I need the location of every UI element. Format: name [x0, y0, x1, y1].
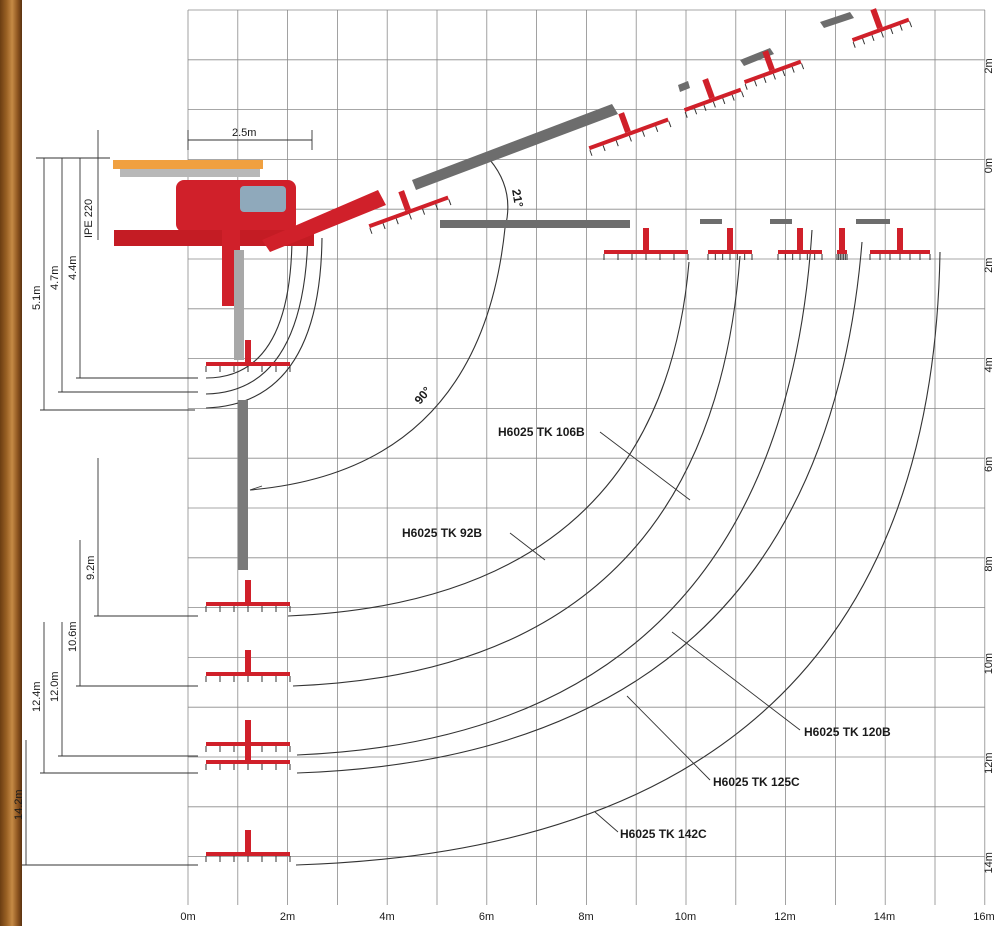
depth-label-4: 9.2m — [85, 556, 97, 580]
rake-head — [707, 228, 753, 260]
x-tick-label: 16m — [973, 911, 994, 923]
arc-125c — [296, 241, 863, 774]
y-tick-label: 14m — [983, 852, 995, 873]
grey-column — [238, 400, 248, 570]
depth-label-5: 10.6m — [67, 621, 79, 652]
depth-label-6: 12.4m — [31, 681, 43, 712]
y-tick-label: 2m — [983, 58, 995, 73]
x-tick-label: 14m — [874, 911, 895, 923]
rake-head — [205, 580, 291, 612]
orange-beam — [113, 160, 263, 169]
crane-machine — [113, 160, 386, 570]
rake-head — [836, 228, 848, 260]
angle-90-label: 90° — [412, 384, 435, 407]
rake-head-tilted — [683, 78, 745, 118]
depth-label-3: 4.4m — [67, 256, 79, 280]
y-tick-label: 8m — [983, 556, 995, 571]
rake-head — [205, 340, 291, 372]
model-92b-label: H6025 TK 92B — [402, 526, 482, 540]
rake-head — [603, 228, 689, 260]
y-tick-label: 6m — [983, 457, 995, 472]
reach-arcs — [205, 159, 941, 866]
main-boom — [262, 190, 386, 252]
x-tick-label: 8m — [578, 911, 593, 923]
rake-head — [205, 650, 291, 682]
rake-head — [869, 228, 931, 260]
booms — [412, 12, 890, 228]
x-tick-label: 2m — [280, 911, 295, 923]
dimension-lines — [22, 130, 313, 866]
depth-label-7: 12.0m — [49, 671, 61, 702]
angle-21-label: 21° — [509, 188, 526, 208]
y-tick-label: 12m — [983, 752, 995, 773]
arc-inner-3 — [205, 237, 323, 409]
arc-inner-2 — [205, 231, 309, 395]
x-tick-label: 6m — [479, 911, 494, 923]
arc-92b — [287, 261, 690, 617]
wood-edge — [0, 0, 22, 926]
x-axis: 0m 2m 4m 6m 8m 10m 12m 14m 16m — [180, 911, 994, 923]
depth-label-1: 5.1m — [31, 286, 43, 310]
rake-head-tilted — [368, 190, 452, 234]
model-106b-label: H6025 TK 106B — [498, 425, 585, 439]
y-axis: 2m 0m 2m 4m 6m 8m 10m 12m 14m — [983, 58, 995, 873]
grid — [187, 9, 986, 905]
depth-label-2: 4.7m — [49, 266, 61, 290]
arc-120b — [296, 229, 813, 756]
beam-support — [120, 169, 260, 177]
rake-head — [205, 738, 291, 770]
y-tick-label: 2m — [983, 258, 995, 273]
rake-head-tilted — [851, 8, 913, 48]
y-tick-label: 0m — [983, 158, 995, 173]
arc-90-angle — [249, 227, 506, 491]
x-tick-label: 4m — [379, 911, 394, 923]
y-tick-label: 4m — [983, 357, 995, 372]
model-120b-label: H6025 TK 120B — [804, 725, 891, 739]
cab-window — [240, 186, 286, 212]
rake-head-tilted — [588, 112, 672, 156]
model-125c-label: H6025 TK 125C — [713, 775, 800, 789]
x-tick-label: 0m — [180, 911, 195, 923]
attachment-heads — [205, 8, 931, 862]
y-tick-label: 10m — [983, 653, 995, 674]
model-142c-label: H6025 TK 142C — [620, 827, 707, 841]
arc-106b — [292, 255, 741, 687]
mast-lower — [234, 250, 244, 360]
leader-lines — [249, 431, 801, 833]
rake-head — [205, 830, 291, 862]
rake-head-tilted — [743, 50, 805, 90]
beam-label: IPE 220 — [83, 199, 95, 238]
arc-inner-1 — [205, 239, 293, 379]
x-tick-label: 12m — [774, 911, 795, 923]
rake-head — [777, 228, 823, 260]
x-tick-label: 10m — [675, 911, 696, 923]
arc-21-angle — [489, 159, 509, 229]
arc-142c — [295, 251, 941, 866]
width-label: 2.5m — [232, 127, 256, 139]
depth-label-8: 14.2m — [13, 789, 25, 820]
